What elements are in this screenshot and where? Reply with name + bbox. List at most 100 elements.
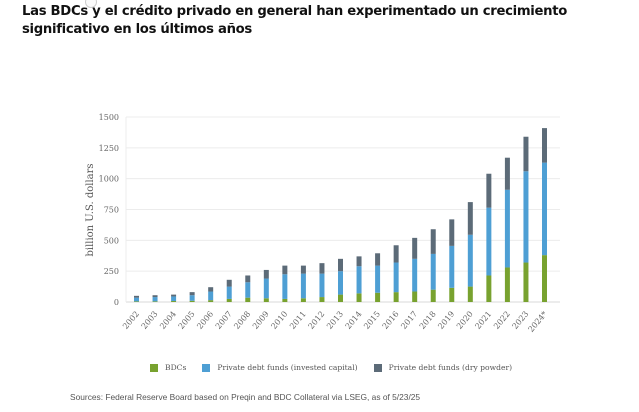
bar-stack-2008 — [245, 275, 251, 302]
legend-label: Private debt funds (invested capital) — [217, 363, 358, 372]
bar-segment-invested-capital — [300, 273, 306, 299]
x-tick-label: 2009 — [251, 310, 271, 331]
bar-segment-invested-capital — [467, 234, 473, 287]
bar-segment-bdcs — [208, 300, 214, 302]
bar-stack-2009 — [263, 269, 269, 302]
bar-segment-dry-powder — [356, 256, 362, 267]
y-tick-label: 500 — [104, 236, 119, 245]
x-tick-label: 2002 — [121, 310, 141, 331]
bar-segment-invested-capital — [412, 258, 418, 292]
bar-stack-2012 — [319, 263, 325, 302]
source-note: Sources: Federal Reserve Board based on … — [70, 392, 421, 402]
bar-segment-invested-capital — [523, 171, 529, 263]
bar-stack-2004 — [171, 294, 177, 302]
bar-segment-dry-powder — [152, 295, 158, 298]
x-tick-label: 2019 — [436, 310, 456, 331]
bar-segment-bdcs — [375, 292, 381, 302]
bar-stack-2002 — [134, 295, 139, 302]
bar-segment-invested-capital — [134, 297, 139, 302]
bar-stack-2021 — [486, 173, 492, 302]
bar-stack-2011 — [300, 265, 306, 302]
bar-segment-dry-powder — [226, 279, 232, 287]
bar-segment-invested-capital — [430, 253, 436, 290]
bar-segment-dry-powder — [449, 219, 455, 246]
x-axis-ticks: 2002200320042005200620072008200920102011… — [121, 310, 549, 334]
x-tick-label: 2022 — [492, 310, 512, 331]
bar-segment-invested-capital — [152, 297, 158, 302]
bar-segment-dry-powder — [189, 292, 195, 296]
bar-segment-dry-powder — [245, 275, 251, 283]
x-tick-label: 2013 — [325, 310, 345, 331]
bar-segment-bdcs — [486, 275, 492, 302]
x-tick-label: 2003 — [140, 310, 160, 331]
bar-segment-dry-powder — [523, 136, 529, 172]
bar-segment-invested-capital — [338, 271, 343, 295]
bar-stack-2024-est — [542, 128, 547, 302]
bar-segment-dry-powder — [282, 265, 288, 275]
bar-segment-bdcs — [430, 289, 436, 302]
bar-segment-invested-capital — [245, 282, 251, 298]
bar-segment-dry-powder — [263, 269, 269, 279]
y-tick-label: 1000 — [99, 175, 119, 184]
x-tick-label: 2015 — [362, 310, 382, 331]
y-axis-label: billion U.S. dollars — [85, 163, 96, 256]
legend-item-invested-capital: Private debt funds (invested capital) — [202, 363, 358, 372]
bar-segment-bdcs — [134, 301, 139, 302]
bar-segment-dry-powder — [504, 157, 510, 190]
legend-swatch-dry-powder — [373, 363, 382, 372]
legend-swatch-bdcs — [150, 363, 158, 372]
bar-stack-2003 — [152, 295, 158, 302]
bar-stack-2020 — [467, 202, 473, 302]
y-tick-label: 750 — [104, 206, 119, 215]
bar-segment-bdcs — [449, 287, 455, 302]
bar-segment-bdcs — [467, 286, 473, 302]
bar-stack-2013 — [338, 258, 343, 302]
bar-segment-invested-capital — [486, 207, 492, 276]
bar-segment-invested-capital — [504, 189, 510, 268]
bar-segment-bdcs — [152, 301, 158, 302]
bar-stack-2019 — [449, 219, 455, 302]
bar-segment-dry-powder — [319, 263, 325, 274]
bar-stack-2023 — [523, 136, 529, 302]
x-tick-label: 2021 — [473, 310, 493, 331]
bar-segment-bdcs — [189, 300, 195, 302]
bar-stack-2006 — [208, 287, 214, 302]
bar-segment-bdcs — [338, 294, 343, 302]
x-tick-label: 2020 — [455, 310, 475, 331]
bar-segment-dry-powder — [338, 258, 343, 272]
bar-stack-2010 — [282, 265, 288, 302]
x-tick-label: 2006 — [195, 310, 215, 331]
bar-segment-bdcs — [504, 267, 510, 302]
y-tick-label: 1500 — [99, 113, 119, 122]
bar-segment-bdcs — [393, 292, 399, 302]
y-axis-ticks: 0 250 500 750 1000 1250 1500 — [99, 113, 119, 307]
legend-label: Private debt funds (dry powder) — [388, 363, 513, 372]
bar-segment-bdcs — [171, 301, 177, 302]
bar-segment-dry-powder — [486, 173, 492, 208]
bar-stack-2007 — [226, 279, 232, 302]
x-tick-label: 2024* — [526, 310, 549, 334]
bar-stack-2005 — [189, 292, 195, 302]
x-tick-label: 2005 — [177, 310, 197, 331]
bar-segment-invested-capital — [226, 286, 232, 299]
bar-segment-invested-capital — [393, 262, 399, 293]
bar-stack-2017 — [412, 237, 418, 302]
legend-item-dry-powder: Private debt funds (dry powder) — [373, 363, 513, 372]
bar-segment-bdcs — [412, 291, 418, 302]
bar-segment-invested-capital — [319, 273, 325, 298]
bar-stack-2022 — [504, 157, 510, 302]
x-tick-label: 2018 — [418, 310, 438, 331]
bar-segment-invested-capital — [449, 245, 455, 288]
bar-segment-bdcs — [245, 297, 251, 302]
legend-item-bdcs: BDCs — [150, 363, 186, 372]
legend: BDCs Private debt funds (invested capita… — [150, 363, 512, 372]
bar-segment-bdcs — [263, 298, 269, 302]
bar-segment-invested-capital — [282, 274, 288, 299]
bar-segment-invested-capital — [356, 266, 362, 294]
legend-swatch-invested-capital — [202, 363, 211, 372]
page-title: Las BDCs y el crédito privado en general… — [22, 4, 568, 37]
x-tick-label: 2016 — [381, 310, 401, 331]
bar-segment-dry-powder — [375, 253, 381, 266]
bar-stack-2015 — [375, 253, 381, 302]
